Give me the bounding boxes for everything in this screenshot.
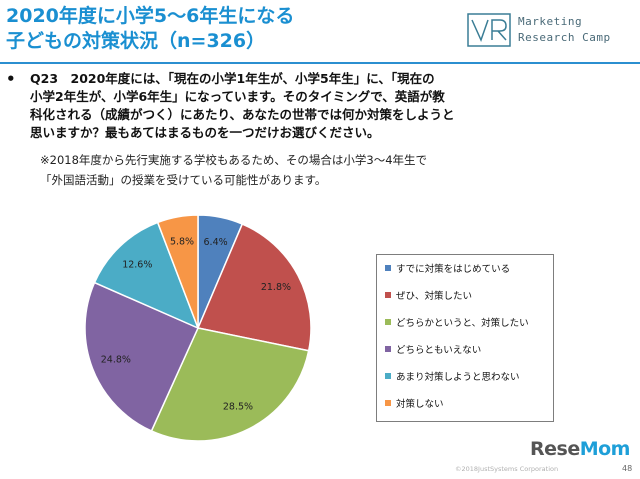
legend-label: 対策しない — [396, 399, 444, 410]
pie-slice — [93, 221, 200, 330]
legend-item: ぜひ、対策したい — [385, 291, 472, 303]
pie-slice — [156, 214, 199, 329]
legend-label: すでに対策をはじめている — [396, 264, 511, 275]
chart-legend: すでに対策をはじめている ぜひ、対策したい どちらかというと、対策したい どちら… — [376, 254, 554, 422]
logo-text: Marketing Research Camp — [518, 14, 611, 46]
legend-swatch — [385, 319, 391, 325]
legend-item: すでに対策をはじめている — [385, 264, 510, 276]
logo-mark-icon — [467, 13, 511, 47]
question-line: Q23 2020年度には、「現在の小学1年生が、小学5年生」に、「現在の — [30, 71, 435, 86]
title-line-2: 子どもの対策状況（n=326） — [6, 30, 266, 52]
page-number: 48 — [622, 464, 633, 473]
slice-label: 21.8% — [261, 282, 291, 293]
logo-text-line-1: Marketing — [518, 15, 583, 28]
question-line: 小学2年生が、小学6年生」になっています。そのタイミングで、英語が教 — [30, 89, 445, 104]
pie-slice — [150, 327, 310, 442]
slice-label: 5.8% — [170, 236, 194, 247]
question-line: 思いますか？最もあてはまるものを一つだけお選びください。 — [30, 125, 380, 140]
page-title: 2020年度に小学5～6年生になる 子どもの対策状況（n=326） — [6, 4, 294, 54]
slice-label: 12.6% — [122, 259, 152, 270]
legend-item: 対策しない — [385, 399, 444, 411]
pie-slice — [84, 281, 199, 432]
pie-slice — [196, 223, 312, 352]
bullet-icon: • — [6, 70, 16, 88]
legend-swatch — [385, 346, 391, 352]
legend-item: どちらかというと、対策したい — [385, 318, 529, 330]
slice-label: 28.5% — [223, 401, 253, 412]
question-line: 科化される（成績がつく）にあたり、あなたの世帯では何か対策をしようと — [30, 107, 455, 122]
title-line-1: 2020年度に小学5～6年生になる — [6, 5, 295, 27]
watermark-logo: ReseMom — [530, 438, 630, 460]
legend-item: どちらともいえない — [385, 345, 481, 357]
legend-swatch — [385, 400, 391, 406]
brand-logo: Marketing Research Camp — [466, 10, 634, 52]
slice-label: 24.8% — [101, 355, 131, 366]
legend-label: どちらともいえない — [396, 345, 482, 356]
slice-label: 6.4% — [204, 237, 228, 248]
legend-label: どちらかというと、対策したい — [396, 318, 529, 329]
note-line: 「外国語活動」の授業を受けている可能性があります。 — [40, 173, 327, 187]
legend-swatch — [385, 265, 391, 271]
legend-swatch — [385, 292, 391, 298]
note-line: ※2018年度から先行実施する学校もあるため、その場合は小学3～4年生で — [40, 153, 428, 167]
watermark-accent: Mom — [579, 438, 631, 460]
watermark-main: Rese — [530, 438, 580, 460]
legend-label: あまり対策しようと思わない — [396, 372, 520, 383]
header-divider — [0, 62, 640, 64]
logo-text-line-2: Research Camp — [518, 31, 611, 44]
legend-item: あまり対策しようと思わない — [385, 372, 520, 384]
legend-swatch — [385, 373, 391, 379]
copyright-text: ©2018JustSystems Corporation — [455, 465, 559, 473]
legend-label: ぜひ、対策したい — [396, 291, 473, 302]
question-block: • Q23 2020年度には、「現在の小学1年生が、小学5年生」に、「現在の 小… — [6, 70, 631, 142]
note-block: ※2018年度から先行実施する学校もあるため、その場合は小学3～4年生で 「外国… — [40, 150, 427, 190]
